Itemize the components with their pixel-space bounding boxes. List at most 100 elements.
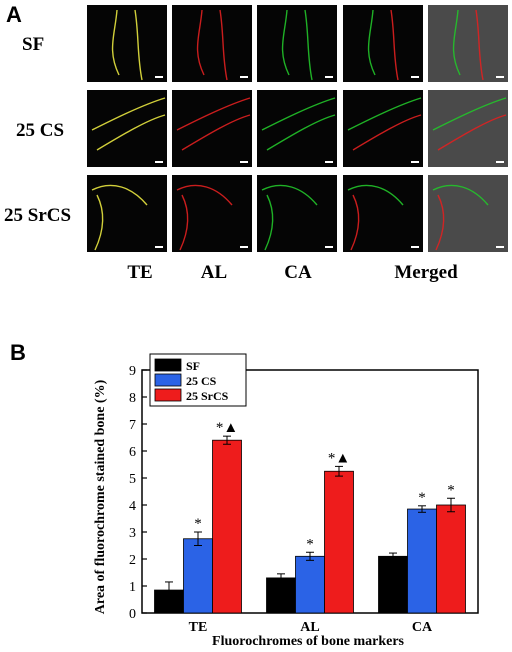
scale-bar — [496, 161, 504, 163]
scale-bar — [155, 76, 163, 78]
micrograph-image — [432, 184, 489, 251]
micrograph-25-srcs-te — [87, 175, 167, 252]
bar — [295, 555, 325, 614]
stain-trace — [219, 9, 228, 81]
micrograph-25-srcs-ca — [257, 175, 337, 252]
stain-trace — [437, 114, 507, 151]
y-tick-label: 0 — [129, 607, 136, 622]
micrograph-image — [347, 97, 422, 151]
micrograph-25-srcs-bf — [428, 175, 508, 252]
stain-trace — [432, 97, 507, 131]
x-tick-label: CA — [412, 620, 433, 635]
micrograph-25-cs-ca — [257, 90, 337, 167]
stain-trace — [91, 97, 166, 131]
scale-bar — [411, 76, 419, 78]
scale-bar — [240, 161, 248, 163]
bar — [407, 508, 437, 614]
significance-marker: * — [418, 490, 426, 506]
row-label-25srcs: 25 SrCS — [4, 205, 72, 226]
col-label-merged: Merged — [394, 262, 458, 283]
scale-bar — [411, 161, 419, 163]
stain-trace — [352, 114, 422, 151]
micrograph-image — [367, 9, 399, 81]
legend-swatch — [154, 358, 182, 372]
micrograph-sf-te — [87, 5, 167, 82]
bar — [378, 555, 408, 614]
x-tick-label: AL — [300, 620, 319, 635]
legend-label: 25 SrCS — [186, 389, 229, 403]
bar — [436, 504, 466, 614]
stain-trace — [179, 194, 189, 251]
bar — [183, 538, 213, 614]
micrograph-25-cs-al — [172, 90, 252, 167]
y-tick-label: 8 — [129, 391, 136, 406]
micrograph-25-cs-bf — [428, 90, 508, 167]
col-label-al: AL — [200, 262, 228, 283]
significance-marker: * — [194, 516, 202, 532]
stain-trace — [111, 9, 120, 76]
significance-marker: *▲ — [216, 420, 238, 436]
scale-bar — [325, 76, 333, 78]
y-tick-label: 2 — [129, 553, 136, 568]
micrograph-sf-merged — [343, 5, 423, 82]
micrograph-image — [91, 184, 148, 251]
stain-trace — [350, 194, 360, 251]
row-label-sf: SF — [22, 34, 45, 55]
micrograph-25-srcs-merged — [343, 175, 423, 252]
y-tick-label: 7 — [129, 418, 136, 433]
y-tick-label: 9 — [129, 364, 136, 379]
col-label-ca: CA — [284, 262, 312, 283]
stain-trace — [91, 184, 148, 206]
y-tick-label: 6 — [129, 445, 136, 460]
legend-label: 25 CS — [186, 374, 217, 388]
legend-swatch — [154, 373, 182, 387]
scale-bar — [411, 246, 419, 248]
x-axis-label: Fluorochromes of bone markers — [212, 634, 405, 649]
col-label-te: TE — [127, 262, 153, 283]
stain-trace — [475, 9, 484, 81]
y-tick-label: 1 — [129, 580, 136, 595]
stain-trace — [435, 194, 445, 251]
scale-bar — [325, 161, 333, 163]
stain-trace — [94, 194, 104, 251]
scale-bar — [325, 246, 333, 248]
micrograph-image — [452, 9, 484, 81]
micrograph-25-srcs-al — [172, 175, 252, 252]
stain-trace — [176, 97, 251, 131]
micrograph-image — [432, 97, 507, 151]
bar — [266, 577, 296, 614]
stain-trace — [452, 9, 461, 76]
micrograph-image — [261, 184, 318, 251]
significance-marker: * — [447, 482, 455, 498]
micrograph-image — [261, 97, 336, 151]
micrograph-image — [176, 184, 233, 251]
stain-trace — [264, 194, 274, 251]
micrograph-image — [111, 9, 143, 81]
significance-marker: *▲ — [328, 450, 350, 466]
scale-bar — [155, 161, 163, 163]
stain-trace — [347, 184, 404, 206]
panel-a-letter: A — [6, 2, 22, 27]
scale-bar — [240, 76, 248, 78]
stain-trace — [96, 114, 166, 151]
scale-bar — [240, 246, 248, 248]
stain-trace — [347, 97, 422, 131]
stain-trace — [261, 184, 318, 206]
micrograph-image — [196, 9, 228, 81]
legend-swatch — [154, 388, 182, 402]
micrograph-25-cs-merged — [343, 90, 423, 167]
micrograph-image — [347, 184, 404, 251]
scale-bar — [496, 246, 504, 248]
stain-trace — [367, 9, 376, 76]
stain-trace — [281, 9, 290, 76]
stain-trace — [196, 9, 205, 76]
y-tick-label: 5 — [129, 472, 136, 487]
stain-trace — [266, 114, 336, 151]
stain-trace — [304, 9, 313, 81]
micrograph-sf-ca — [257, 5, 337, 82]
stain-trace — [176, 184, 233, 206]
stain-trace — [134, 9, 143, 81]
scale-bar — [496, 76, 504, 78]
micrograph-sf-al — [172, 5, 252, 82]
y-tick-label: 3 — [129, 526, 136, 541]
